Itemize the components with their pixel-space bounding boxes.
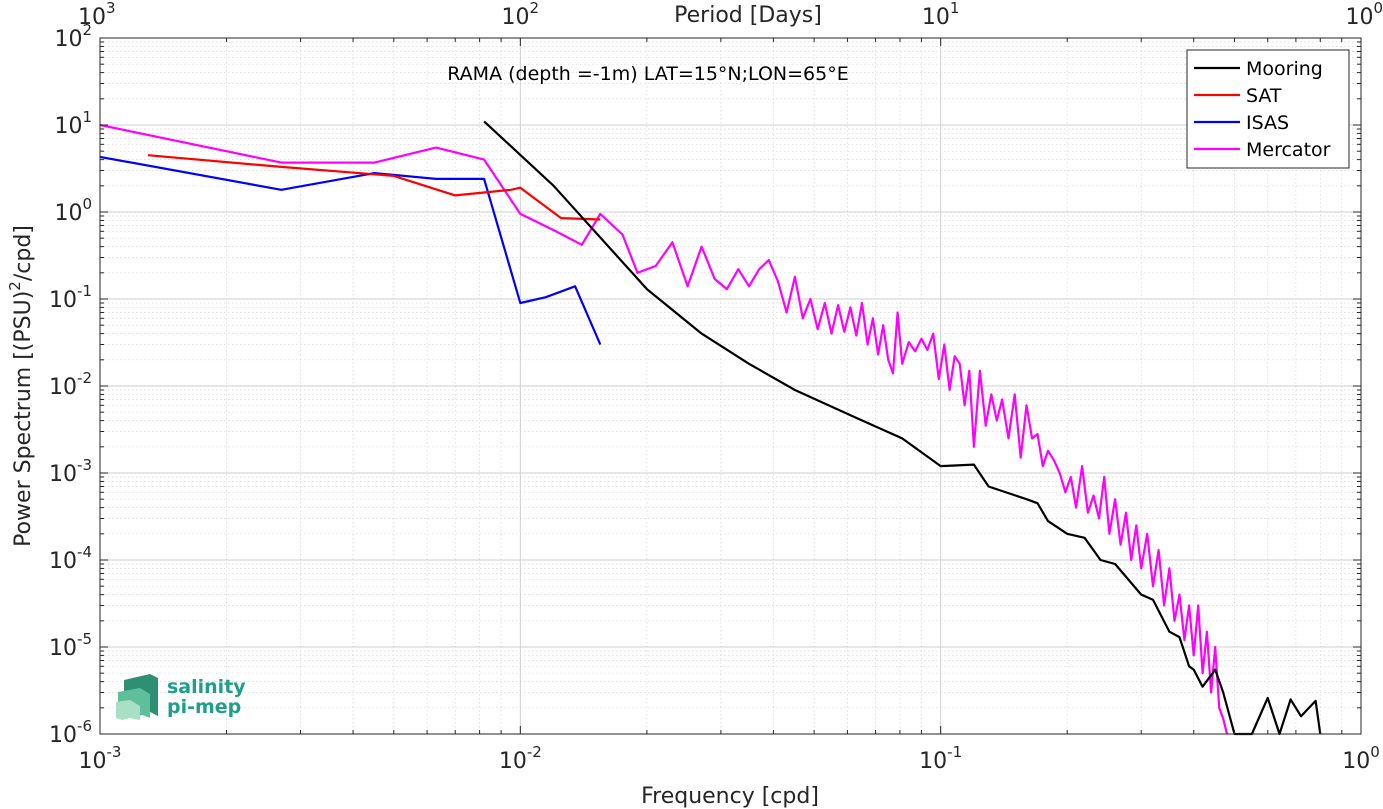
logo-text-salinity: salinity [167, 676, 246, 698]
y-tick-label: 102 [54, 21, 92, 52]
legend-label-isas: ISAS [1246, 112, 1289, 134]
x-tick-base: 10 [79, 749, 107, 774]
x-tick-exponent: -3 [107, 743, 122, 761]
y-tick-exponent: 0 [82, 195, 92, 213]
legend-label-mercator: Mercator [1246, 139, 1331, 161]
chart-title: RAMA (depth =-1m) LAT=15°N;LON=65°E [447, 63, 848, 85]
y-tick-base: 10 [54, 114, 82, 139]
y-axis-title-exponent: 2 [6, 281, 24, 291]
x-tick-label: 100 [1342, 743, 1380, 774]
top-tick-label: 102 [502, 0, 540, 30]
y-tick-label: 10-2 [49, 369, 92, 400]
top-tick-label: 103 [78, 0, 116, 30]
top-tick-base: 10 [502, 5, 530, 30]
tick-marks [99, 37, 1362, 735]
y-tick-exponent: -6 [77, 717, 92, 735]
y-axis-title: Power Spectrum [(PSU)2/cpd] [6, 225, 36, 547]
y-tick-label: 10-3 [49, 456, 92, 487]
y-tick-label: 10-4 [49, 543, 92, 574]
legend: Mooring SAT ISAS Mercator [1186, 49, 1350, 169]
legend-label-sat: SAT [1246, 85, 1282, 107]
legend-label-mooring: Mooring [1246, 58, 1323, 80]
y-tick-label: 10-6 [49, 717, 92, 748]
y-tick-base: 10 [54, 27, 82, 52]
logo-wave-front [116, 700, 140, 720]
y-tick-base: 10 [54, 201, 82, 226]
top-axis-title: Period [Days] [674, 3, 822, 28]
y-tick-exponent: 2 [82, 21, 92, 39]
x-tick-base: 10 [499, 749, 527, 774]
top-tick-exponent: 3 [106, 0, 116, 17]
x-tick-exponent: 0 [1370, 743, 1380, 761]
x-tick-base: 10 [919, 749, 947, 774]
y-tick-exponent: -5 [77, 630, 92, 648]
x-tick-label: 10-1 [919, 743, 962, 774]
x-tick-exponent: -1 [947, 743, 962, 761]
y-tick-exponent: -2 [77, 369, 92, 387]
legend-entries: Mooring SAT ISAS Mercator [1194, 58, 1331, 161]
series-line-isas [99, 155, 602, 345]
y-tick-label: 101 [54, 108, 92, 139]
top-tick-base: 10 [78, 5, 106, 30]
y-tick-base: 10 [49, 375, 77, 400]
top-tick-exponent: 2 [530, 0, 540, 17]
series-line-mercator [99, 123, 1229, 735]
x-tick-exponent: -2 [527, 743, 542, 761]
y-tick-base: 10 [49, 636, 77, 661]
top-tick-exponent: 0 [1373, 0, 1383, 17]
y-tick-exponent: -1 [77, 282, 92, 300]
top-tick-label: 100 [1345, 0, 1383, 30]
y-tick-base: 10 [49, 462, 77, 487]
y-axis-title-main: Power Spectrum [(PSU) [11, 291, 36, 547]
x-tick-base: 10 [1342, 749, 1370, 774]
y-tick-base: 10 [49, 723, 77, 748]
series-line-sat [147, 154, 601, 221]
x-tick-label: 10-3 [79, 743, 122, 774]
y-tick-exponent: 1 [82, 108, 92, 126]
y-tick-exponent: -3 [77, 456, 92, 474]
series-line-mooring [483, 120, 1322, 736]
top-tick-label: 101 [922, 0, 960, 30]
salinity-pi-mep-logo: salinity pi-mep [116, 674, 246, 720]
x-axis-title: Frequency [cpd] [641, 784, 819, 809]
y-axis-title-tail: /cpd] [11, 225, 36, 281]
y-tick-base: 10 [49, 288, 77, 313]
top-tick-exponent: 1 [950, 0, 960, 17]
y-tick-base: 10 [49, 549, 77, 574]
y-tick-label: 10-5 [49, 630, 92, 661]
y-tick-exponent: -4 [77, 543, 92, 561]
y-tick-label: 100 [54, 195, 92, 226]
x-tick-label: 10-2 [499, 743, 542, 774]
series-layer [99, 120, 1322, 736]
top-tick-base: 10 [922, 5, 950, 30]
logo-text-pi-mep: pi-mep [167, 696, 241, 718]
y-tick-label: 10-1 [49, 282, 92, 313]
top-tick-base: 10 [1345, 5, 1373, 30]
